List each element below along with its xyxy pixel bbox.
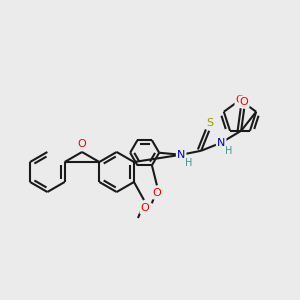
Text: O: O: [141, 203, 149, 213]
Text: N: N: [217, 138, 225, 148]
Text: H: H: [226, 146, 233, 156]
Text: O: O: [236, 95, 244, 105]
Text: O: O: [240, 97, 248, 107]
Text: O: O: [152, 188, 161, 198]
Text: H: H: [185, 158, 193, 168]
Text: N: N: [177, 150, 185, 160]
Text: S: S: [207, 118, 214, 128]
Text: O: O: [78, 139, 86, 149]
